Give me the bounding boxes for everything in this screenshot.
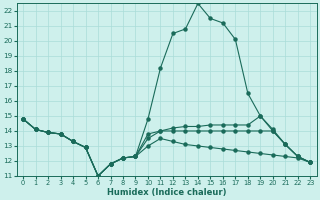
X-axis label: Humidex (Indice chaleur): Humidex (Indice chaleur) (107, 188, 227, 197)
